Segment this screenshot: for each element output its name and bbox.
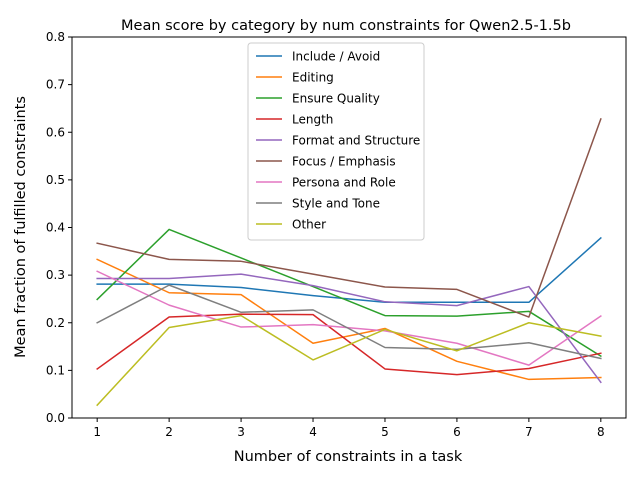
- y-tick-label: 0.3: [46, 268, 65, 282]
- legend-label: Ensure Quality: [292, 92, 380, 106]
- x-tick-label: 5: [381, 425, 389, 439]
- series-line-6: [96, 270, 602, 366]
- x-tick-label: 7: [525, 425, 533, 439]
- legend: Include / Avoid Editing Ensure Quality Leng…: [247, 42, 425, 241]
- plot-series-group: [96, 117, 602, 407]
- x-tick-label: 6: [453, 425, 461, 439]
- series-line-5: [96, 117, 602, 318]
- legend-label: Length: [292, 113, 333, 127]
- legend-label: Format and Structure: [292, 134, 420, 148]
- y-tick-label: 0.2: [46, 316, 65, 330]
- chart-title: Mean score by category by num constraint…: [121, 18, 571, 34]
- y-tick-label: 0.0: [46, 411, 65, 425]
- x-axis: 1 2 3 4 5 6 7 8: [93, 418, 605, 439]
- x-tick-label: 2: [165, 425, 173, 439]
- y-tick-label: 0.8: [46, 30, 65, 44]
- x-tick-label: 4: [309, 425, 317, 439]
- series-line-3: [96, 313, 602, 376]
- legend-label: Style and Tone: [292, 197, 380, 211]
- legend-label: Other: [292, 218, 326, 232]
- y-tick-label: 0.7: [46, 78, 65, 92]
- y-tick-label: 0.6: [46, 125, 65, 139]
- y-axis: 0.0 0.1 0.2 0.3 0.4 0.5 0.6 0.7 0.8: [46, 30, 72, 425]
- series-line-1: [96, 258, 602, 381]
- legend-label: Include / Avoid: [292, 50, 380, 64]
- legend-label: Persona and Role: [292, 176, 396, 190]
- x-tick-label: 8: [597, 425, 605, 439]
- y-tick-label: 0.1: [46, 363, 65, 377]
- legend-label: Focus / Emphasis: [292, 155, 396, 169]
- x-tick-label: 1: [93, 425, 101, 439]
- y-axis-label: Mean fraction of fulfilled constraints: [13, 96, 29, 358]
- series-line-0: [96, 236, 602, 304]
- series-line-8: [96, 314, 602, 407]
- x-axis-label: Number of constraints in a task: [234, 449, 463, 465]
- legend-label: Editing: [292, 71, 334, 85]
- legend-items: Include / Avoid Editing Ensure Quality Leng…: [256, 50, 420, 232]
- series-line-7: [96, 284, 602, 360]
- y-tick-label: 0.5: [46, 173, 65, 187]
- series-line-4: [96, 273, 602, 384]
- legend-box: [247, 42, 425, 241]
- y-tick-label: 0.4: [46, 221, 65, 235]
- x-tick-label: 3: [237, 425, 245, 439]
